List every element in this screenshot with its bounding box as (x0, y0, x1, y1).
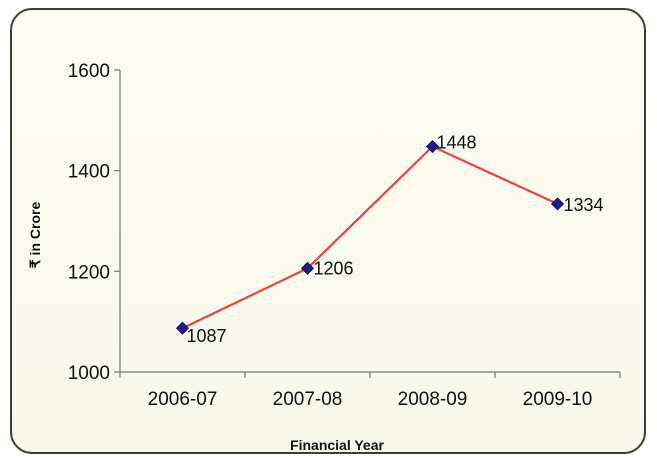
data-point-marker (300, 261, 315, 275)
y-tick-label: 1000 (68, 363, 110, 384)
data-label: 1206 (314, 258, 354, 278)
x-tick-labels: 2006-07 2007-08 2008-09 2009-10 (148, 389, 593, 410)
data-point-marker (175, 321, 190, 335)
y-tick-label: 1200 (68, 262, 110, 283)
series-polyline (182, 145, 558, 330)
series-line (182, 145, 558, 330)
y-tick-label: 1600 (68, 61, 110, 82)
x-tick-label: 2009-10 (523, 389, 593, 410)
data-labels: 1087 1206 1448 1334 (187, 133, 604, 347)
y-axis-title: ₹ in Crore (27, 202, 43, 269)
axes (114, 69, 621, 378)
x-tick-label: 2008-09 (398, 389, 468, 410)
x-tick-label: 2006-07 (148, 389, 218, 410)
data-label: 1448 (437, 133, 477, 153)
x-tick-label: 2007-08 (273, 389, 343, 410)
chart-frame: 1000 1200 1400 1600 2006-07 2007-08 2008-09 20… (10, 8, 646, 454)
data-label: 1334 (564, 195, 604, 215)
y-tick-labels: 1000 1200 1400 1600 (68, 61, 110, 384)
data-point-marker (425, 139, 440, 154)
x-axis-title: Financial Year (290, 437, 384, 453)
series-markers (175, 139, 565, 335)
y-tick-label: 1400 (68, 162, 110, 183)
data-label: 1087 (187, 326, 227, 346)
data-point-marker (550, 197, 565, 211)
